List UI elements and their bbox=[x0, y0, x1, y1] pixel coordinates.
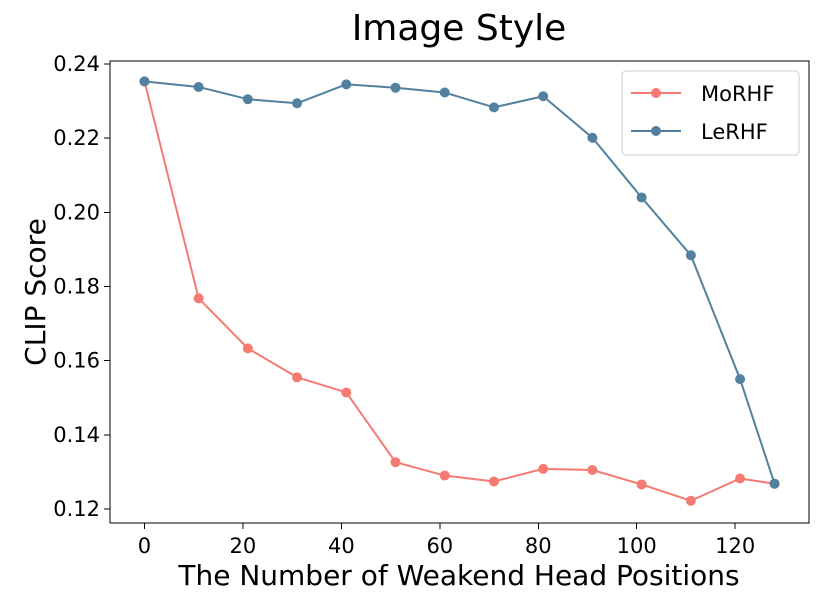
data-point-lerhf bbox=[139, 76, 150, 87]
data-point-morhf bbox=[390, 457, 401, 468]
plot-frame bbox=[109, 60, 810, 524]
data-point-lerhf bbox=[685, 250, 696, 261]
y-axis: 0.12 0.14 0.16 0.18 0.20 0.22 0.24 bbox=[53, 52, 110, 521]
data-point-morhf bbox=[488, 476, 499, 487]
series-line-lerhf bbox=[144, 80, 776, 485]
data-point-lerhf bbox=[735, 374, 746, 385]
data-point-morhf bbox=[587, 464, 598, 475]
data-point-morhf bbox=[636, 479, 647, 490]
data-point-lerhf bbox=[636, 192, 647, 203]
data-point-morhf bbox=[193, 293, 204, 304]
data-point-lerhf bbox=[769, 478, 780, 489]
series-layer bbox=[139, 76, 780, 506]
y-tick-label: 0.12 bbox=[53, 497, 100, 521]
legend-label-lerhf: LeRHF bbox=[701, 120, 768, 144]
y-axis-label: CLIP Score bbox=[19, 218, 52, 366]
legend-marker-lerhf bbox=[651, 126, 661, 136]
x-tick-label: 20 bbox=[230, 534, 257, 558]
legend-label-morhf: MoRHF bbox=[701, 82, 774, 106]
data-point-morhf bbox=[292, 372, 303, 383]
x-tick-label: 80 bbox=[525, 534, 552, 558]
data-point-morhf bbox=[685, 495, 696, 506]
x-tick-label: 120 bbox=[715, 534, 755, 558]
y-tick-label: 0.24 bbox=[53, 52, 100, 76]
x-axis-label: The Number of Weakend Head Positions bbox=[177, 559, 739, 592]
legend: MoRHF LeRHF bbox=[621, 70, 800, 156]
y-tick-label: 0.18 bbox=[53, 274, 100, 298]
chart-title: Image Style bbox=[352, 8, 567, 49]
data-point-lerhf bbox=[488, 102, 499, 113]
data-point-lerhf bbox=[292, 98, 303, 109]
data-point-lerhf bbox=[538, 91, 549, 102]
series-line-morhf bbox=[143, 81, 775, 502]
data-point-morhf bbox=[242, 343, 253, 354]
x-tick-label: 40 bbox=[328, 534, 355, 558]
data-point-morhf bbox=[439, 470, 450, 481]
data-point-morhf bbox=[735, 473, 746, 484]
data-point-morhf bbox=[341, 387, 352, 398]
x-tick-label: 60 bbox=[426, 534, 453, 558]
legend-item-lerhf: LeRHF bbox=[631, 120, 768, 144]
y-tick-label: 0.22 bbox=[53, 126, 100, 150]
data-point-morhf bbox=[538, 463, 549, 474]
data-point-lerhf bbox=[341, 79, 352, 90]
data-point-lerhf bbox=[193, 81, 204, 92]
series-lerhf bbox=[139, 76, 780, 489]
y-tick-label: 0.16 bbox=[53, 349, 100, 373]
x-axis: 0 20 40 60 80 100 120 bbox=[138, 523, 755, 558]
legend-item-morhf: MoRHF bbox=[631, 82, 774, 106]
data-point-lerhf bbox=[587, 132, 598, 143]
data-point-lerhf bbox=[439, 87, 450, 98]
x-tick-label: 100 bbox=[617, 534, 657, 558]
data-point-lerhf bbox=[242, 94, 253, 105]
data-point-lerhf bbox=[390, 82, 401, 93]
y-tick-label: 0.20 bbox=[53, 200, 100, 224]
legend-marker-morhf bbox=[651, 88, 661, 98]
y-tick-label: 0.14 bbox=[53, 423, 100, 447]
x-tick-label: 0 bbox=[138, 534, 151, 558]
